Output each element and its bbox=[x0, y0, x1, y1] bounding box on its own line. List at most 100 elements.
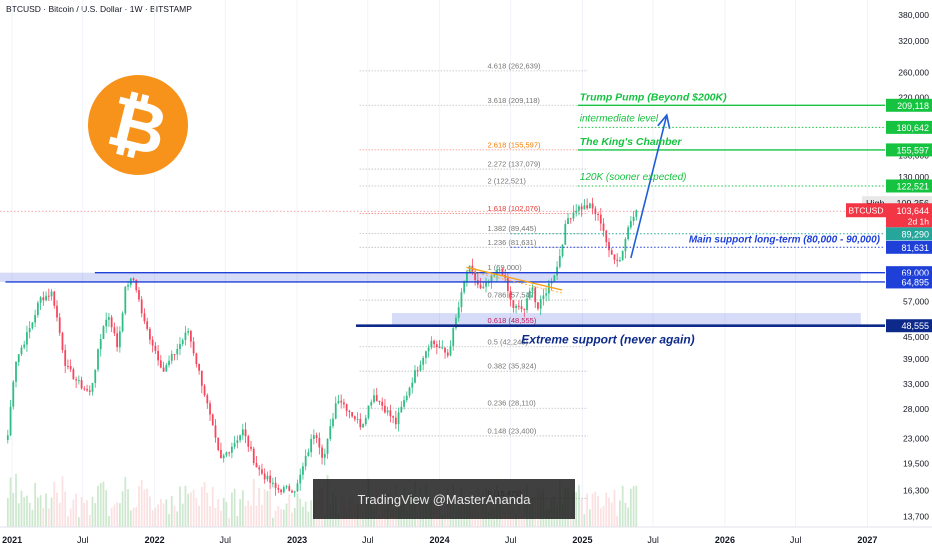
candle-body bbox=[435, 344, 438, 347]
candle-body bbox=[233, 442, 236, 447]
candle-body bbox=[192, 341, 195, 354]
x-tick-label: 2024 bbox=[430, 535, 450, 545]
volume-bar bbox=[135, 506, 138, 527]
candle-body bbox=[597, 214, 599, 216]
candle-body bbox=[474, 271, 476, 281]
current-price-value: 103,644 bbox=[896, 206, 929, 216]
x-tick-label: 2022 bbox=[145, 535, 165, 545]
volume-bar bbox=[255, 505, 258, 527]
candle-body bbox=[285, 486, 288, 488]
symbol-tag-label: BTCUSD bbox=[849, 206, 884, 216]
candle-body bbox=[17, 354, 20, 362]
volume-bar bbox=[129, 510, 132, 527]
volume-bar bbox=[64, 491, 67, 527]
candle-body bbox=[151, 339, 154, 346]
candle-body bbox=[578, 206, 580, 211]
fib-label: 0.148 (23,400) bbox=[488, 426, 537, 435]
volume-bar bbox=[31, 509, 34, 527]
volume-bar bbox=[280, 509, 282, 527]
candle-body bbox=[619, 260, 621, 262]
price-tag bbox=[886, 275, 932, 289]
candle-body bbox=[362, 424, 364, 428]
candle-body bbox=[591, 203, 594, 209]
candle-body bbox=[507, 277, 509, 291]
volume-bar bbox=[616, 515, 619, 527]
candle-body bbox=[364, 417, 367, 425]
volume-bar bbox=[118, 503, 121, 527]
x-tick-label: Jul bbox=[77, 535, 89, 545]
volume-bar bbox=[121, 491, 124, 527]
volume-bar bbox=[239, 499, 241, 527]
price-tag bbox=[886, 179, 932, 193]
y-tick-label: 13,700 bbox=[903, 512, 929, 522]
candle-body bbox=[124, 286, 127, 314]
volume-bar bbox=[378, 514, 381, 527]
fib-label: 2.272 (137,079) bbox=[488, 160, 541, 169]
fib-label: 4.618 (262,639) bbox=[488, 61, 541, 70]
candle-body bbox=[446, 352, 449, 356]
candle-body bbox=[397, 412, 400, 425]
x-tick-label: 2027 bbox=[857, 535, 877, 545]
y-tick-label: 220,000 bbox=[898, 93, 929, 103]
candle-body bbox=[610, 250, 613, 255]
candle-body bbox=[302, 466, 304, 475]
candle-body bbox=[179, 344, 181, 349]
candle-body bbox=[110, 317, 113, 328]
volume-bar bbox=[228, 517, 231, 527]
candle-body bbox=[250, 446, 252, 449]
candle-body bbox=[340, 400, 343, 403]
volume-bar bbox=[520, 514, 523, 527]
volume-bar bbox=[9, 477, 12, 527]
volume-bar bbox=[34, 482, 37, 527]
candle-body bbox=[547, 283, 550, 294]
volume-bar bbox=[291, 512, 293, 527]
candle-body bbox=[288, 486, 291, 491]
candle-body bbox=[572, 212, 575, 219]
volume-bar bbox=[154, 507, 157, 527]
candle-body bbox=[20, 347, 23, 355]
volume-bar bbox=[12, 493, 15, 527]
candle-body bbox=[77, 380, 80, 382]
volume-bar bbox=[230, 492, 233, 527]
x-tick-label: Jul bbox=[505, 535, 517, 545]
candle-body bbox=[26, 332, 28, 345]
volume-bar bbox=[599, 508, 602, 527]
volume-bar bbox=[6, 498, 9, 527]
volume-bar bbox=[635, 485, 638, 527]
candle-body bbox=[400, 406, 403, 413]
candle-body bbox=[9, 406, 12, 436]
annotations: Trump Pump (Beyond $200K) intermediate le… bbox=[521, 91, 880, 346]
candle-body bbox=[528, 290, 531, 299]
candle-body bbox=[255, 463, 258, 468]
candle-body bbox=[72, 369, 75, 380]
volume-bar bbox=[15, 473, 17, 527]
volume-bar bbox=[627, 507, 630, 527]
candle-body bbox=[230, 446, 233, 453]
candle-body bbox=[200, 370, 203, 386]
volume-bar bbox=[198, 505, 200, 527]
volume-bar bbox=[181, 503, 184, 527]
candle-body bbox=[214, 425, 217, 438]
volume-bar bbox=[159, 498, 162, 527]
candle-body bbox=[403, 400, 405, 407]
fib-levels: 4.618 (262,639) 3.618 (209,118) 2.618 (155… bbox=[359, 61, 588, 499]
candle-body bbox=[88, 390, 91, 392]
volume-bar bbox=[282, 509, 285, 527]
candle-body bbox=[381, 401, 384, 406]
volume-bar bbox=[591, 493, 594, 527]
candle-body bbox=[605, 230, 608, 243]
candle-body bbox=[359, 418, 362, 428]
candle-body bbox=[258, 467, 261, 470]
volume-bar bbox=[26, 495, 28, 527]
symbol-tag bbox=[846, 203, 886, 218]
candle-body bbox=[367, 405, 370, 418]
volume-bar bbox=[110, 508, 113, 527]
candle-body bbox=[416, 370, 419, 372]
candle-body bbox=[318, 438, 321, 448]
candle-body bbox=[411, 382, 414, 388]
volume-bar bbox=[236, 516, 239, 527]
volume-bar bbox=[602, 505, 605, 527]
candle-body bbox=[209, 403, 211, 415]
candle-body bbox=[345, 404, 348, 411]
